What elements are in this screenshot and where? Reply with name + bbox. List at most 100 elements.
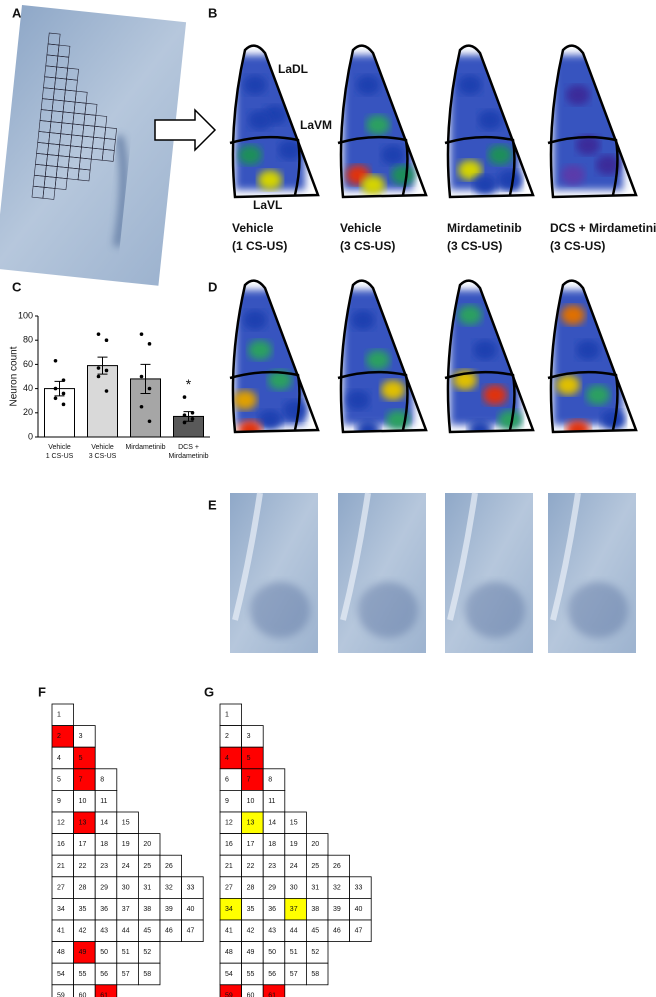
cell-label: 16: [225, 841, 233, 848]
heat-blob: [283, 400, 307, 420]
data-point: [104, 389, 109, 393]
cell-label: 49: [247, 949, 255, 956]
error-bar: [140, 363, 151, 394]
data-point: [139, 332, 144, 336]
cell-label: 37: [122, 906, 130, 913]
cell-label: 39: [165, 906, 173, 913]
heat-blob: [238, 420, 262, 432]
cell-label: 55: [79, 971, 87, 978]
grid-cell: [73, 768, 96, 791]
panel-label: G: [204, 684, 214, 699]
cell-label: 57: [290, 971, 298, 978]
cell-label: 39: [333, 906, 341, 913]
heat-blob: [366, 350, 390, 370]
cell-label: 40: [187, 906, 195, 913]
region-label: LaVM: [300, 118, 332, 132]
fiber: [447, 492, 478, 621]
heat-blob: [586, 385, 610, 405]
cell-label: 41: [57, 928, 65, 935]
cell-label: 28: [79, 884, 87, 891]
cell-label: 3: [79, 733, 83, 740]
cell-label: 34: [57, 906, 65, 913]
cell-label: 8: [100, 776, 104, 783]
cells: [358, 582, 418, 638]
cell-label: 1: [57, 712, 61, 719]
caption: (3 CS-US): [340, 239, 395, 253]
region-divider: [229, 370, 301, 431]
cell-label: 14: [268, 820, 276, 827]
cell-label: 24: [122, 863, 130, 870]
cell-label: 8: [268, 776, 272, 783]
cell-label: 6: [225, 776, 229, 783]
grid-cell: [94, 768, 118, 791]
heat-blob: [566, 420, 590, 432]
heat-blob: [356, 75, 380, 95]
cell-label: 45: [311, 928, 319, 935]
data-point: [147, 419, 152, 424]
cell-label: 56: [268, 971, 276, 978]
y-tick-label: 80: [23, 335, 33, 345]
error-bar: [97, 356, 108, 375]
grid-cell: [73, 746, 96, 770]
grid-cell: [219, 768, 243, 791]
fiber: [232, 492, 263, 621]
data-point: [182, 420, 187, 425]
heat-blob: [488, 145, 512, 165]
cell-label: 21: [57, 863, 65, 870]
cell-label: 47: [355, 928, 363, 935]
cell-label: 29: [100, 884, 108, 891]
data-point: [190, 417, 195, 421]
cell-label: 3: [247, 733, 251, 740]
heat-blob: [351, 310, 375, 330]
region-divider: [444, 370, 516, 431]
grid-cell: [241, 725, 264, 748]
cell-label: 14: [100, 820, 108, 827]
cell-label: 4: [57, 755, 61, 762]
cell-label: 50: [100, 949, 108, 956]
cell-label: 30: [122, 884, 130, 891]
heat-blob: [473, 175, 497, 195]
cell-label: 4: [225, 755, 229, 762]
cell-label: 54: [57, 971, 65, 978]
cell-label: 18: [100, 841, 108, 848]
cell-label: 20: [311, 841, 319, 848]
grid-cell: [241, 746, 264, 770]
cell-label: 22: [79, 863, 87, 870]
region-divider: [337, 370, 409, 431]
bar: [44, 388, 75, 438]
y-tick-label: 40: [23, 383, 33, 393]
grid-cell: [241, 768, 264, 791]
cell-label: 36: [100, 906, 108, 913]
cell-label: 60: [79, 992, 87, 997]
histology-image: [445, 492, 533, 653]
y-tick-label: 60: [23, 359, 33, 369]
heat-blob: [561, 165, 585, 185]
histology-image: [338, 492, 426, 653]
cell-label: 18: [268, 841, 276, 848]
grid-cell: [51, 725, 75, 748]
data-point: [96, 366, 101, 370]
cell-label: 42: [247, 928, 255, 935]
cell-label: 23: [100, 863, 108, 870]
cell-label: 32: [333, 884, 341, 891]
cell-label: 26: [165, 863, 173, 870]
grid-cell: [219, 790, 243, 813]
region-divider: [337, 135, 409, 196]
cell-label: 7: [79, 776, 83, 783]
region-label: LaDL: [278, 62, 308, 76]
cell-label: 38: [143, 906, 151, 913]
cell-label: 43: [268, 928, 276, 935]
heat-blob: [483, 385, 507, 405]
region-divider: [229, 135, 301, 196]
cell-label: 59: [225, 992, 233, 997]
cell-label: 45: [143, 928, 151, 935]
cell-label: 51: [122, 949, 130, 956]
cell-label: 22: [247, 863, 255, 870]
significance: *: [186, 376, 192, 392]
cell-label: 31: [143, 884, 151, 891]
heat-blob: [278, 140, 302, 160]
cell-label: 58: [311, 971, 319, 978]
data-point: [96, 332, 101, 336]
cell-label: 44: [290, 928, 298, 935]
data-point: [104, 368, 109, 373]
